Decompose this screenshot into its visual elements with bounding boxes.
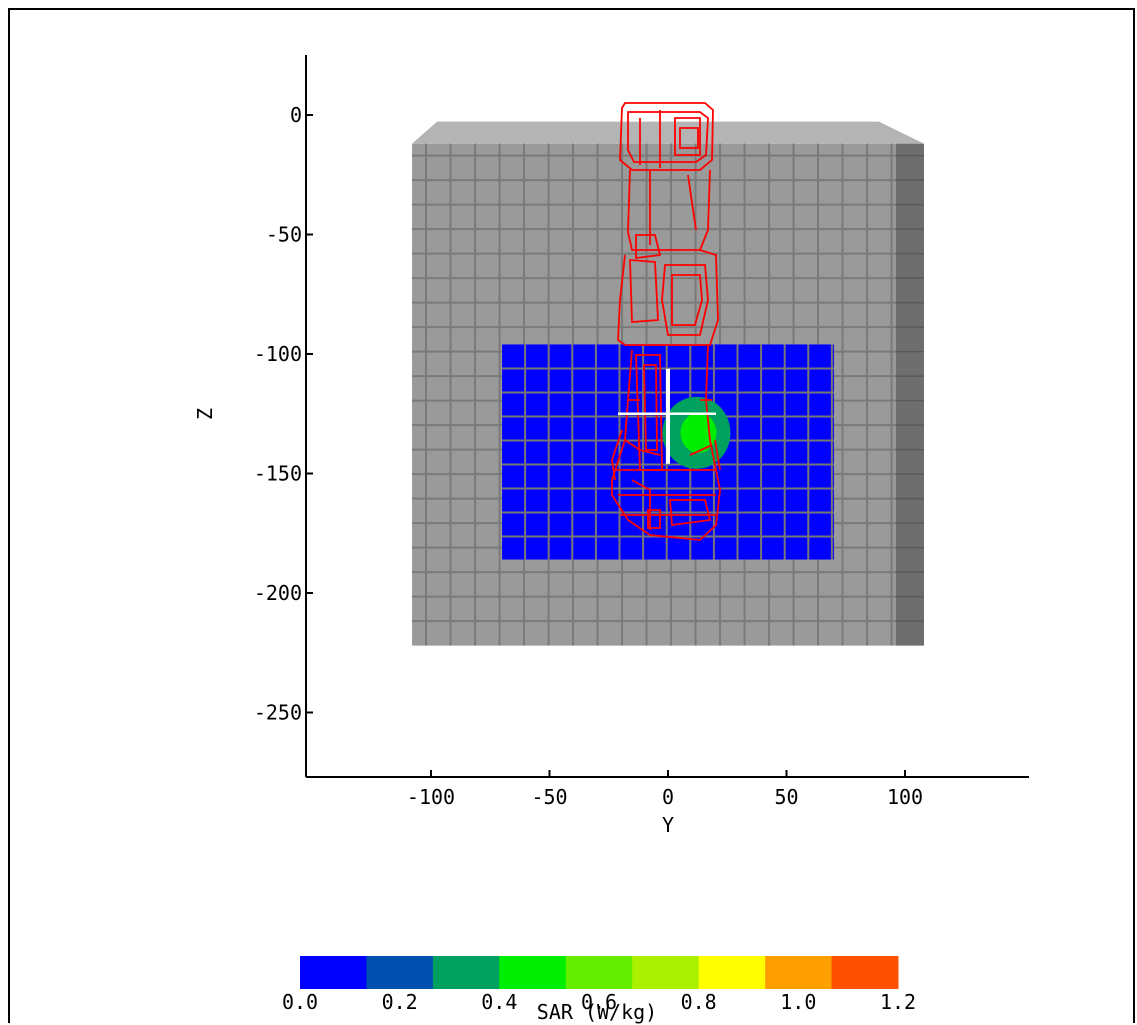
sar-hotspot	[662, 396, 731, 469]
colorbar-tick-label: 0.4	[481, 990, 517, 1014]
x-tick-label: 100	[887, 785, 923, 809]
colorbar-swatch	[432, 956, 500, 989]
device-outline-path	[635, 234, 662, 260]
colorbar-swatch	[499, 956, 567, 989]
y-tick-label: 0	[290, 103, 302, 127]
colorbar-swatch	[366, 956, 434, 989]
x-tick-label: -100	[407, 785, 455, 809]
phantom-top	[412, 121, 924, 144]
device-outline-path	[619, 102, 714, 171]
device-outline-path	[617, 249, 719, 346]
device-outline-path	[669, 499, 712, 527]
device-outline-path	[627, 111, 709, 163]
colorbar-tick-label: 1.0	[780, 990, 816, 1014]
colorbar-swatch	[698, 956, 766, 989]
device-outline-path	[631, 479, 661, 530]
x-tick-label: -50	[531, 785, 567, 809]
colorbar-tick-label: 0.6	[581, 990, 617, 1014]
device-outline-path	[649, 170, 697, 245]
device-outline-path	[624, 439, 713, 456]
device-outline-path	[661, 264, 709, 336]
y-tick-label: -100	[254, 342, 302, 366]
figure-frame	[8, 8, 1135, 1023]
colorbar-swatch	[831, 956, 899, 989]
device-outline-path	[671, 274, 703, 326]
colorbar-swatch	[300, 956, 367, 989]
device-outline-path	[627, 169, 711, 251]
colorbar-tick-label: 0.0	[282, 990, 318, 1014]
measurement-crosshair	[618, 368, 716, 464]
y-tick-label: -200	[254, 581, 302, 605]
device-outline	[611, 102, 721, 541]
device-outline-path	[629, 259, 659, 323]
x-tick-label: 50	[774, 785, 798, 809]
y-tick-label: -250	[254, 701, 302, 725]
phantom-side	[895, 143, 924, 646]
axes: -100 -50 0 50 100 0 -50 -100 -150 -200 -250	[254, 55, 1029, 809]
colorbar: 0.0 0.2 0.4 0.6 0.8 1.0 1.2	[282, 956, 916, 1014]
y-axis-title: Z	[193, 408, 217, 420]
device-outline-path	[615, 469, 716, 516]
device-outline-path	[643, 364, 658, 451]
colorbar-tick-label: 0.2	[382, 990, 418, 1014]
device-outline-path	[611, 429, 721, 481]
x-tick-label: 0	[662, 785, 674, 809]
colorbar-tick-label: 1.2	[880, 990, 916, 1014]
colorbar-swatch	[565, 956, 633, 989]
y-tick-label: -50	[266, 223, 302, 247]
colorbar-title: SAR (W/kg)	[537, 1000, 657, 1024]
device-outline-path	[639, 110, 701, 168]
device-outline-path	[679, 127, 699, 149]
colorbar-swatch	[765, 956, 833, 989]
colorbar-tick-label: 0.8	[681, 990, 717, 1014]
x-axis-title: Y	[662, 813, 674, 837]
y-tick-label: -150	[254, 462, 302, 486]
colorbar-swatch	[632, 956, 700, 989]
